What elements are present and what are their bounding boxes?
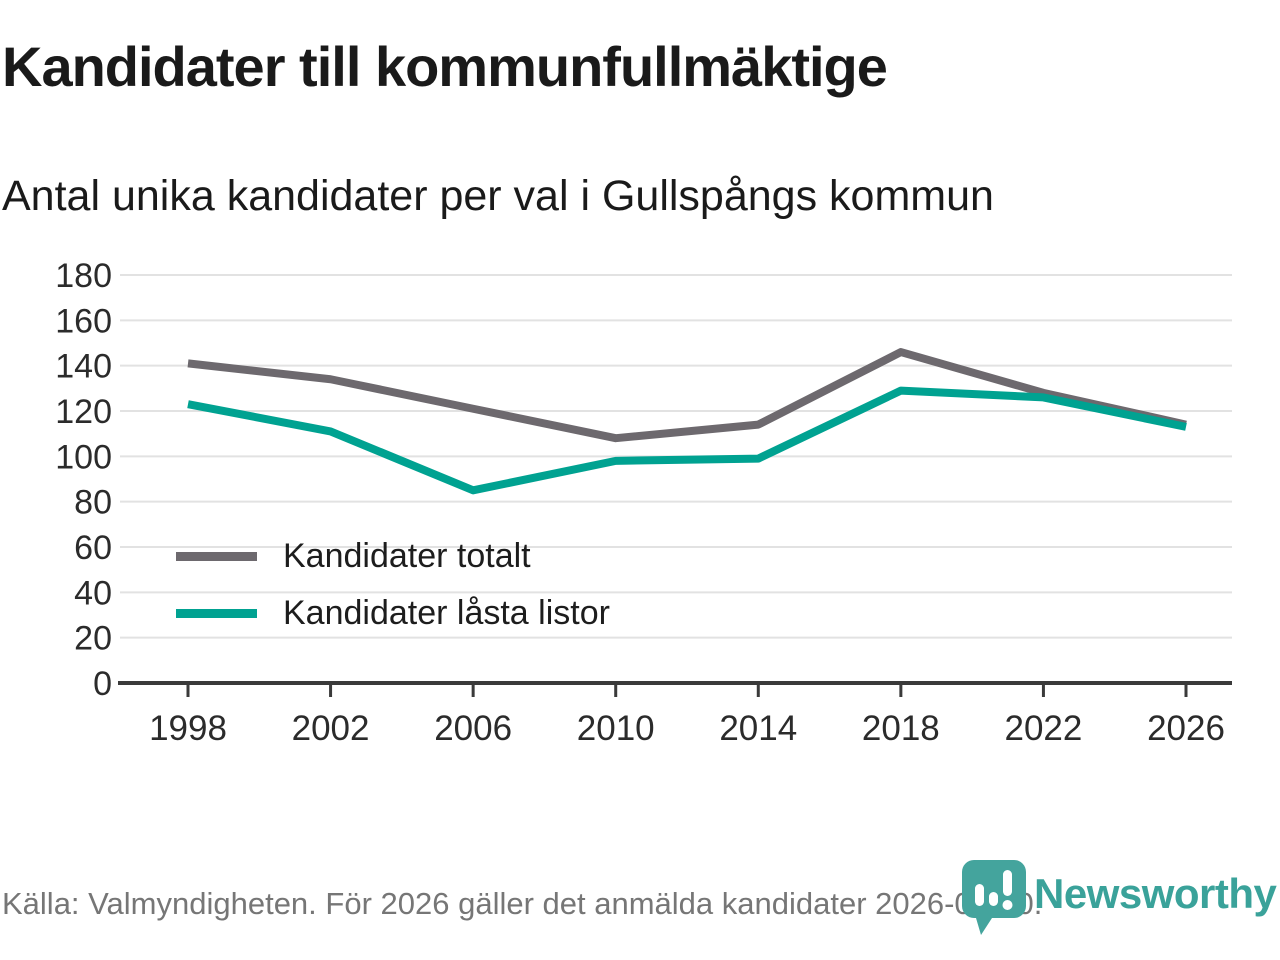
svg-text:100: 100 — [55, 438, 112, 476]
series-line-1 — [187, 386, 1187, 495]
x-axis-labels: 1998 2002 2006 2010 2014 2018 2022 2026 — [149, 709, 1225, 748]
svg-text:40: 40 — [74, 574, 112, 612]
svg-text:80: 80 — [74, 484, 112, 522]
logo-bar-icon — [975, 884, 984, 906]
legend-label: Kandidater totalt — [283, 536, 531, 575]
svg-text:120: 120 — [55, 393, 112, 431]
legend-label: Kandidater låsta listor — [283, 593, 610, 632]
svg-text:20: 20 — [74, 620, 112, 658]
svg-text:2002: 2002 — [292, 709, 370, 748]
newsworthy-wordmark: Newsworthy — [1034, 870, 1277, 917]
svg-text:2018: 2018 — [862, 709, 940, 748]
source-note: Källa: Valmyndigheten. För 2026 gäller d… — [2, 886, 1043, 921]
svg-text:0: 0 — [93, 665, 112, 703]
series-line-0 — [187, 348, 1187, 443]
svg-text:2010: 2010 — [577, 709, 655, 748]
logo-exclamation-dot-icon — [1002, 900, 1013, 910]
svg-text:2006: 2006 — [434, 709, 512, 748]
chart-legend: Kandidater totalt Kandidater låsta listo… — [176, 536, 610, 633]
svg-text:2014: 2014 — [719, 709, 797, 748]
chart-title: Kandidater till kommunfullmäktige — [2, 35, 888, 98]
svg-text:180: 180 — [55, 257, 112, 295]
svg-text:140: 140 — [55, 348, 112, 386]
y-axis-labels: 0 20 40 60 80 100 120 140 160 180 — [55, 257, 112, 703]
svg-text:2026: 2026 — [1147, 709, 1225, 748]
x-axis — [118, 681, 1232, 697]
newsworthy-pin-icon — [962, 860, 1026, 935]
legend-item-lasta-listor: Kandidater låsta listor — [176, 593, 610, 633]
y-gridlines — [120, 274, 1232, 639]
legend-line-swatch — [176, 608, 257, 618]
legend-item-totalt: Kandidater totalt — [176, 536, 610, 576]
legend-line-swatch — [176, 551, 257, 561]
svg-text:160: 160 — [55, 302, 112, 340]
svg-text:1998: 1998 — [149, 709, 227, 748]
svg-text:2022: 2022 — [1004, 709, 1082, 748]
svg-text:60: 60 — [74, 529, 112, 567]
logo-exclamation-icon — [1003, 870, 1012, 896]
logo-bar-icon — [989, 892, 998, 906]
chart-subtitle: Antal unika kandidater per val i Gullspå… — [2, 172, 994, 220]
newsworthy-logo: Newsworthy — [958, 858, 1278, 948]
